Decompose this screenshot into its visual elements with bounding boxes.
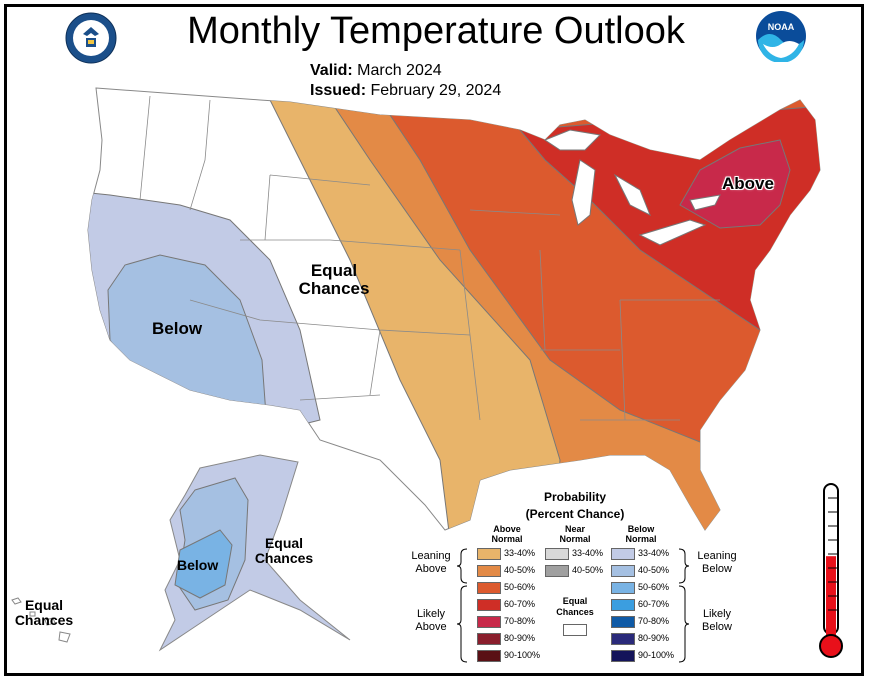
legend-above-bin-swatch [477,650,501,662]
thermometer-icon [819,483,843,658]
legend-above-bin-label: 70-80% [504,616,536,626]
legend-below-bin-label: 33-40% [638,548,670,558]
legend-likely-above: Likely Above [415,608,447,634]
legend-leaning-below: Leaning Below [697,550,737,576]
legend-above-bin-label: 40-50% [504,565,536,575]
legend-subtitle: (Percent Chance) [525,507,625,521]
label-equal-chances-central: Equal Chances [298,261,370,298]
legend-above-bin-label: 60-70% [504,599,536,609]
legend-above-bin-swatch [477,565,501,577]
label-equal-chances-hawaii: Equal Chances [14,597,74,628]
legend-braces [456,548,690,663]
alaska-below-50-60-region [174,529,233,599]
legend-above-bin-swatch [477,616,501,628]
legend-near-bin-label: 33-40% [572,548,604,558]
legend-below-bin-swatch [611,616,635,628]
legend-above-bin-label: 90-100% [504,650,541,660]
legend-above-bin-label: 33-40% [504,548,536,558]
legend-col-below: Below Normal [625,524,657,545]
legend-below-bin-label: 90-100% [638,650,675,660]
legend-below-bin-label: 70-80% [638,616,670,626]
legend-below-bin-swatch [611,548,635,560]
label-below-west: Below [152,319,203,338]
legend-title: Probability [543,490,606,504]
label-below-alaska: Below [177,557,219,573]
label-equal-chances-alaska: Equal Chances [254,535,314,566]
legend-below-bin-label: 60-70% [638,599,670,609]
legend-below-bin-label: 40-50% [638,565,670,575]
legend-equal-chances: Equal Chances [556,596,594,617]
legend-below-bin-swatch [611,633,635,645]
legend-above-bin-swatch [477,582,501,594]
issued-date: Issued: February 29, 2024 [310,82,502,99]
legend-below-bin-swatch [611,565,635,577]
hawaii-islands [11,597,71,643]
valid-date: Valid: March 2024 [310,62,442,79]
state-boundaries [139,95,720,421]
noaa-logo: NOAA [756,11,806,62]
legend-above-bin-swatch [477,633,501,645]
legend-equal-chances-swatch [563,624,587,636]
legend-below-bin-swatch [611,650,635,662]
legend-above-bin-label: 80-90% [504,633,536,643]
legend-below-bin-swatch [611,582,635,594]
legend-above-bin-label: 50-60% [504,582,536,592]
legend: Probability (Percent Chance) Above Normal… [395,490,755,670]
legend-near-bin-swatch [545,548,569,560]
legend-above-bin-swatch [477,548,501,560]
svg-text:NOAA: NOAA [768,22,795,32]
legend-col-above: Above Normal [491,524,523,545]
commerce-seal-logo [65,12,117,64]
legend-leaning-above: Leaning Above [411,550,451,576]
legend-below-bin-swatch [611,599,635,611]
legend-near-bin-label: 40-50% [572,565,604,575]
great-lakes [543,129,721,246]
legend-below-bin-label: 80-90% [638,633,670,643]
page-title: Monthly Temperature Outlook [187,10,685,52]
legend-below-bin-label: 50-60% [638,582,670,592]
legend-above-bin-swatch [477,599,501,611]
legend-col-near: Near Normal [559,524,591,545]
label-above: Above [722,174,774,193]
legend-likely-below: Likely Below [702,608,732,634]
legend-near-bin-swatch [545,565,569,577]
